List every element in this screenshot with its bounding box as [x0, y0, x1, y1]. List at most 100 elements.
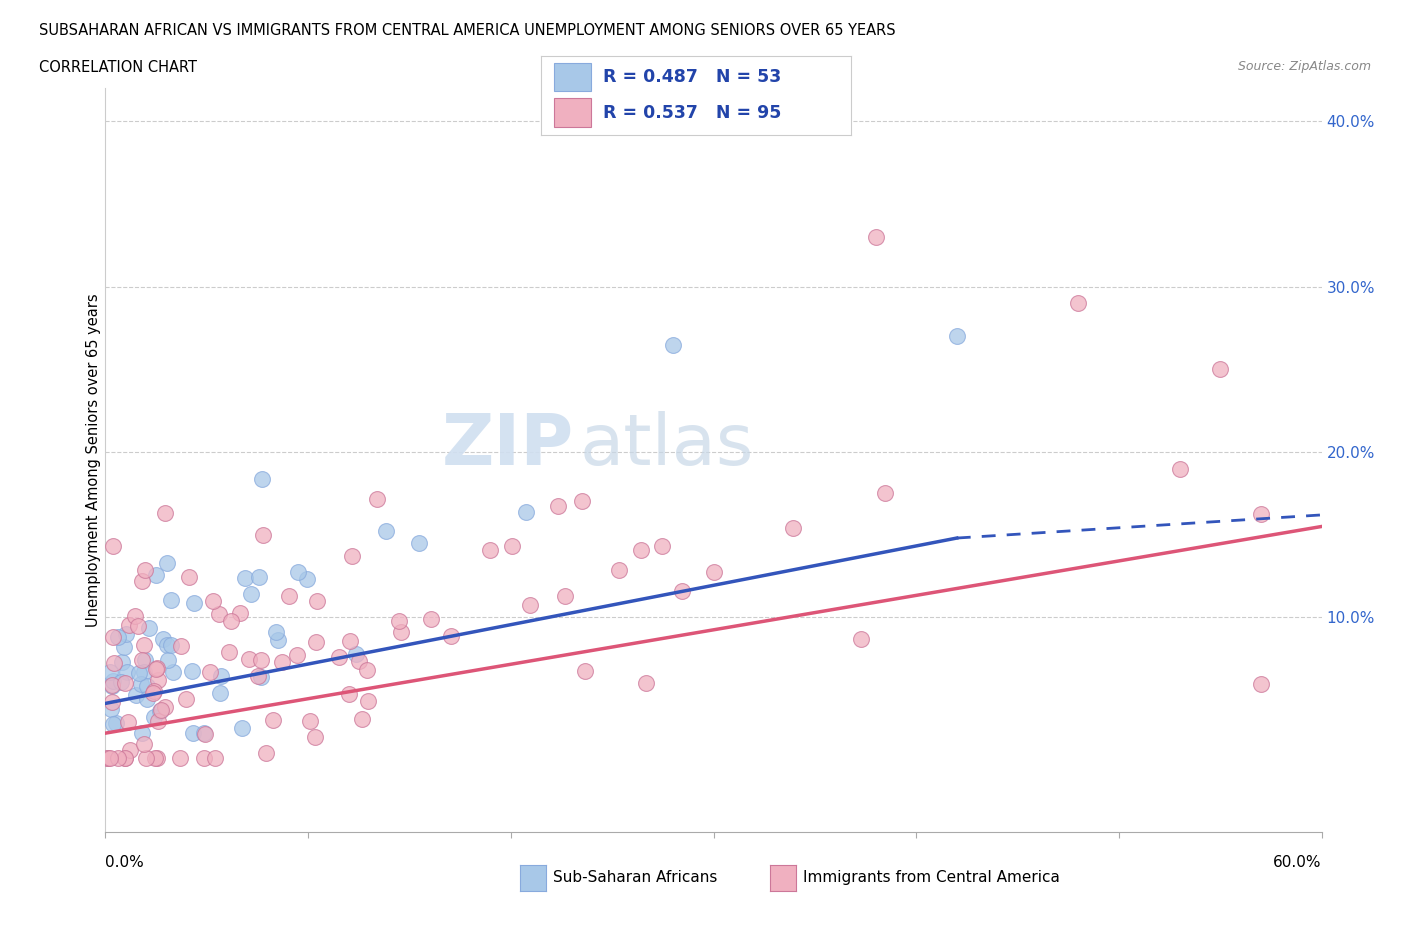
Point [101, 630, 124, 644]
Point [101, 539, 124, 554]
Text: Immigrants from Central America: Immigrants from Central America [803, 870, 1060, 885]
Point [208, 685, 231, 700]
Point [101, 678, 124, 693]
Point [849, 632, 872, 647]
Point [138, 621, 160, 636]
Point [201, 593, 224, 608]
Point [298, 714, 321, 729]
Point [115, 664, 138, 679]
Point [391, 625, 413, 640]
Point [366, 492, 388, 507]
Point [198, 664, 221, 679]
Point [160, 592, 183, 607]
Point [131, 574, 153, 589]
Point [98, 751, 121, 765]
Point [118, 618, 141, 632]
Point [340, 549, 363, 564]
Point [103, 656, 125, 671]
Point [131, 725, 153, 740]
Point [501, 538, 523, 553]
Point [515, 504, 537, 519]
Point [145, 661, 167, 676]
Point [277, 589, 299, 604]
Point [388, 613, 411, 628]
Text: atlas: atlas [579, 411, 754, 480]
Point [1067, 296, 1090, 311]
Point [183, 725, 205, 740]
Point [246, 668, 269, 683]
Point [181, 664, 204, 679]
Point [97, 751, 120, 765]
Point [782, 521, 804, 536]
Point [630, 543, 652, 558]
Point [285, 647, 308, 662]
Point [238, 651, 260, 666]
Point [104, 715, 127, 730]
Point [945, 329, 967, 344]
Point [305, 593, 328, 608]
Text: ZIP: ZIP [441, 411, 574, 480]
Point [357, 694, 380, 709]
Point [440, 629, 463, 644]
Point [1168, 461, 1191, 476]
Point [204, 751, 226, 765]
Point [112, 639, 135, 654]
Point [100, 701, 122, 716]
Text: CORRELATION CHART: CORRELATION CHART [39, 60, 197, 75]
Point [703, 565, 725, 579]
Point [193, 725, 215, 740]
Point [574, 664, 596, 679]
Point [132, 664, 155, 679]
Point [127, 618, 149, 633]
Point [249, 669, 271, 684]
Point [142, 683, 165, 698]
Point [134, 563, 156, 578]
Point [420, 611, 443, 626]
Point [143, 710, 166, 724]
Point [229, 605, 252, 620]
Point [142, 685, 165, 700]
Point [356, 663, 378, 678]
Point [176, 692, 198, 707]
Point [146, 660, 169, 675]
Point [304, 729, 326, 744]
Point [114, 751, 136, 765]
Point [1250, 507, 1272, 522]
Point [193, 751, 215, 765]
Point [240, 586, 263, 601]
Point [235, 571, 257, 586]
Point [110, 675, 132, 690]
Point [124, 609, 146, 624]
Text: R = 0.487   N = 53: R = 0.487 N = 53 [603, 68, 782, 86]
Point [339, 686, 361, 701]
Point [671, 584, 693, 599]
Point [148, 713, 170, 728]
Point [134, 638, 156, 653]
Point [149, 702, 172, 717]
Point [135, 692, 157, 707]
Point [662, 338, 685, 352]
Point [101, 673, 124, 688]
Point [607, 563, 630, 578]
Point [145, 567, 167, 582]
Point [146, 672, 169, 687]
Point [328, 649, 350, 664]
Point [155, 505, 177, 520]
Point [875, 485, 897, 500]
Point [651, 538, 673, 553]
Point [254, 746, 277, 761]
Point [128, 665, 150, 680]
Point [107, 630, 129, 644]
Point [287, 565, 309, 579]
Point [134, 653, 156, 668]
Point [349, 654, 371, 669]
Point [152, 631, 174, 646]
Point [162, 664, 184, 679]
Point [250, 652, 273, 667]
Point [247, 569, 270, 584]
Point [209, 669, 232, 684]
Point [1250, 676, 1272, 691]
Point [159, 637, 181, 652]
Point [374, 524, 396, 538]
Point [143, 751, 166, 765]
